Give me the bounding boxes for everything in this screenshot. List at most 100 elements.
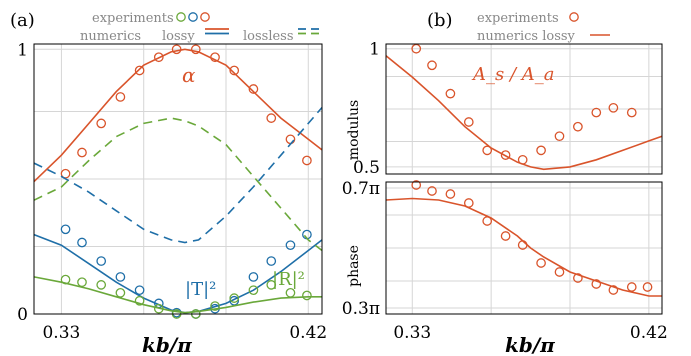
mod_exp-point — [482, 145, 493, 156]
legend-b-experiments-label: experiments — [477, 11, 559, 26]
R_exp-point — [77, 277, 87, 288]
alpha_exp-point — [77, 147, 87, 158]
R_exp-point — [248, 285, 259, 296]
legend-marker-green — [176, 12, 186, 22]
phase_exp-point — [626, 282, 637, 292]
grid — [34, 44, 322, 315]
y-tick-label: 0.7π — [342, 179, 380, 199]
panel-a-label: (a) — [10, 10, 35, 31]
mod_exp-point — [608, 102, 619, 113]
ratio-annotation: A_s / A_a — [471, 64, 554, 85]
phase_exp-point — [554, 267, 565, 277]
phase_exp-point — [591, 279, 602, 289]
T_exp-point — [134, 285, 145, 296]
alpha_exp-point — [115, 92, 126, 102]
series-phase — [385, 180, 662, 297]
phase_exp-point — [445, 189, 456, 199]
phase_exp-point — [536, 258, 546, 268]
grid-modulus — [386, 44, 662, 174]
alpha_exp-point — [266, 113, 277, 123]
alpha_exp-point — [134, 65, 145, 76]
T_exp-point — [115, 272, 126, 282]
R_exp-point — [266, 280, 277, 290]
series-modulus — [385, 43, 663, 171]
panel-a: (a) experiments numerics lossy lossless … — [10, 10, 327, 356]
T_exp-point — [77, 237, 87, 248]
axes-box-phase — [385, 181, 663, 315]
legend-lossy-label: lossy — [162, 29, 195, 44]
alpha_exp-point — [153, 52, 164, 63]
y-tick-label: 1 — [17, 40, 28, 60]
legend-b-numerics-label: numerics lossy — [477, 29, 576, 44]
phase_exp-point — [573, 273, 583, 283]
y-tick-label: 0.3π — [342, 299, 380, 319]
phase-ylabel: phase — [346, 245, 362, 287]
x-tick-label: 0.42 — [289, 323, 327, 343]
mod_exp-point — [500, 150, 511, 160]
tick-labels-phase: 0.3π 0.7π 0.33 0.42 — [342, 179, 668, 343]
T_lossless-line — [33, 106, 323, 244]
y-tick-label: 1 — [369, 40, 380, 60]
legend-numerics-label: numerics — [80, 29, 141, 44]
alpha_exp-point — [285, 134, 296, 145]
x-axis-label: kb/π — [142, 333, 192, 356]
grid-phase — [386, 182, 662, 314]
phase_exp-point — [642, 282, 653, 292]
modulus-ylabel: modulus — [346, 100, 362, 160]
tick-labels: 0 1 0.33 0.42 — [17, 40, 327, 343]
y-tick-label: 0 — [17, 305, 28, 325]
phase_exp-point — [608, 285, 619, 295]
R_exp-point — [115, 287, 126, 298]
alpha_exp-point — [96, 118, 107, 129]
R_exp-point — [96, 280, 107, 290]
T_exp-point — [266, 256, 277, 266]
R_exp-point — [229, 293, 240, 303]
phase_exp-point — [500, 231, 511, 241]
legend-marker-blue — [188, 12, 198, 22]
tick-labels-modulus: 0.51 — [353, 40, 380, 178]
phase_exp-point — [427, 186, 437, 196]
mod_exp-point — [411, 43, 422, 54]
legend-marker-orange — [200, 12, 210, 22]
R_exp-point — [210, 301, 220, 311]
series-group — [33, 44, 323, 319]
R_lossy-line — [33, 276, 322, 314]
legend-marks — [176, 12, 322, 35]
panel-b: (b) experiments numerics lossy 0.51 modu… — [342, 10, 668, 356]
phase_lossy-line — [385, 197, 662, 297]
alpha-annotation: α — [182, 63, 196, 87]
phase_exp-point — [411, 180, 422, 190]
x-axis-label-b: kb/π — [505, 333, 555, 356]
legend-b-marks — [569, 12, 610, 36]
axes-box-modulus — [385, 43, 663, 175]
alpha_exp-point — [229, 65, 240, 76]
T_exp-point — [248, 272, 259, 282]
mod_exp-point — [445, 88, 456, 99]
T-annotation: |T|² — [185, 279, 216, 300]
alpha_exp-point — [190, 44, 201, 55]
legend-experiments-label: experiments — [92, 11, 174, 26]
mod_exp-point — [463, 117, 474, 127]
mod_exp-point — [573, 121, 583, 132]
x-tick-label: 0.33 — [42, 323, 80, 343]
x-tick-label: 0.33 — [393, 323, 431, 343]
alpha_exp-point — [248, 84, 259, 94]
R_lossless-line — [33, 117, 323, 252]
y-tick-label: 0.5 — [353, 158, 380, 178]
mod_exp-point — [536, 145, 546, 156]
axes-box — [33, 43, 323, 315]
mod_exp-point — [626, 107, 637, 118]
T_exp-point — [96, 256, 107, 266]
panel-b-label: (b) — [427, 10, 453, 31]
legend-lossless-label: lossless — [243, 29, 294, 44]
alpha_exp-point — [302, 155, 312, 166]
mod_exp-point — [427, 60, 437, 71]
legend-b-marker — [569, 12, 579, 22]
alpha_lossy-line — [33, 48, 323, 183]
mod_exp-point — [554, 131, 565, 142]
x-tick-label: 0.42 — [630, 323, 668, 343]
R_exp-point — [134, 295, 145, 306]
T_exp-point — [60, 224, 71, 235]
R-annotation: |R|² — [272, 269, 305, 290]
